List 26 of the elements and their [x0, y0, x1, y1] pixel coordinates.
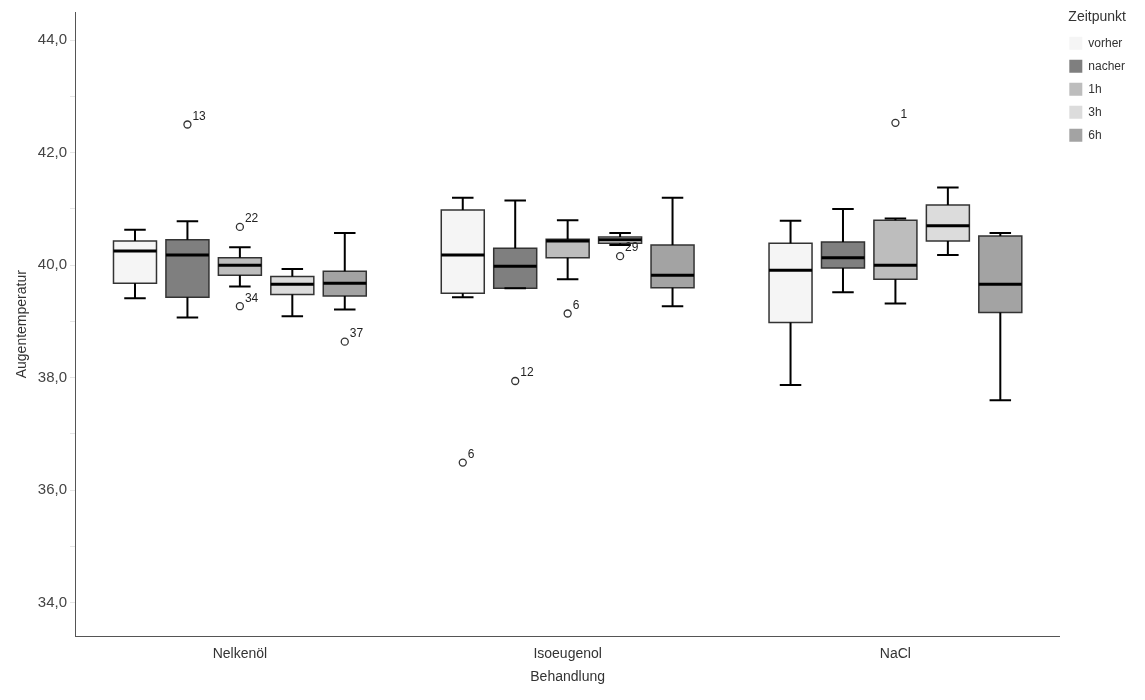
annotation: 12	[520, 365, 534, 380]
legend-label: vorher	[1088, 35, 1123, 50]
legend-title: Zeitpunkt	[1068, 7, 1127, 24]
legend-label: 6h	[1088, 127, 1102, 142]
annotation: 6	[467, 446, 475, 461]
annotation: 34	[244, 290, 259, 305]
x-tick-label: NaCl	[879, 644, 911, 661]
y-tick-label: 44,0	[37, 30, 67, 48]
annotation: 13	[192, 108, 207, 123]
annotation: 6	[572, 297, 580, 312]
legend-label: nacher	[1088, 58, 1126, 73]
y-tick-label: 42,0	[37, 142, 67, 160]
annotation: 37	[349, 325, 364, 340]
y-axis-title: Augentemperatur	[13, 269, 30, 379]
annotation: 22	[244, 211, 259, 226]
y-tick-label: 34,0	[37, 592, 67, 610]
x-axis-title: Behandlung	[530, 668, 606, 685]
legend-label: 3h	[1088, 104, 1102, 119]
annotation: 29	[625, 240, 639, 255]
y-tick-label: 38,0	[37, 367, 67, 385]
y-tick-label: 40,0	[37, 255, 67, 273]
x-tick-label: Isoeugenol	[533, 644, 602, 661]
x-tick-label: Nelkenöl	[212, 644, 268, 661]
y-tick-label: 36,0	[37, 480, 67, 498]
legend-label: 1h	[1088, 81, 1102, 96]
annotation: 1	[900, 107, 908, 122]
